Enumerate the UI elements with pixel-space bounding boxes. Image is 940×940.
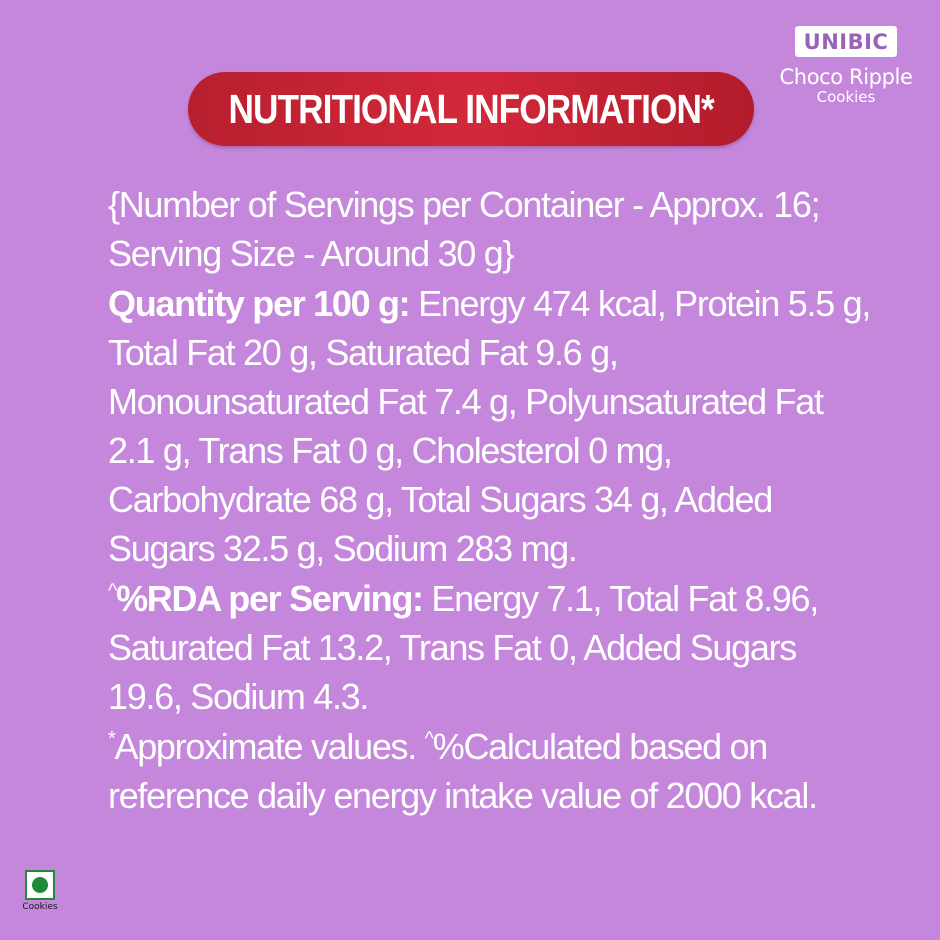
product-name: Choco Ripple — [779, 65, 913, 89]
quantity-line-2: Total Fat 20 g, Saturated Fat 9.6 g, — [108, 332, 619, 373]
rda-label: %RDA per Serving: — [116, 578, 424, 619]
rda-info: ^%RDA per Serving: Energy 7.1, Total Fat… — [108, 574, 908, 721]
product-subtitle: Cookies — [816, 88, 876, 106]
brand-logo: UNIBIC Choco Ripple Cookies — [770, 26, 922, 105]
rda-line-1: Energy 7.1, Total Fat 8.96, — [422, 578, 819, 619]
rda-line-3: 19.6, Sodium 4.3. — [108, 676, 369, 717]
rda-caret: ^ — [108, 580, 117, 602]
veg-dot — [32, 877, 48, 893]
footnote-caret: ^ — [424, 728, 434, 750]
servings-info: {Number of Servings per Container - Appr… — [108, 180, 908, 278]
quantity-line-6: Sugars 32.5 g, Sodium 283 mg. — [108, 528, 578, 569]
title-banner: NUTRITIONAL INFORMATION* — [188, 72, 754, 146]
page-title: NUTRITIONAL INFORMATION* — [228, 85, 714, 132]
servings-line-1: {Number of Servings per Container - Appr… — [108, 184, 821, 225]
footnote-star: * — [108, 728, 116, 750]
brand-name: UNIBIC — [794, 26, 898, 57]
rda-line-2: Saturated Fat 13.2, Trans Fat 0, Added S… — [108, 627, 797, 668]
quantity-label: Quantity per 100 g: — [108, 283, 411, 324]
footnote-line-2: reference daily energy intake value of 2… — [108, 775, 818, 816]
veg-label: Cookies — [22, 902, 58, 912]
veg-symbol-icon — [25, 870, 55, 900]
quantity-line-1: Energy 474 kcal, Protein 5.5 g, — [409, 283, 871, 324]
nutrition-text: {Number of Servings per Container - Appr… — [108, 180, 908, 820]
quantity-info: Quantity per 100 g: Energy 474 kcal, Pro… — [108, 279, 908, 573]
footnote-part-1: Approximate values. — [114, 726, 425, 767]
footnote: *Approximate values. ^%Calculated based … — [108, 722, 908, 820]
quantity-line-4: 2.1 g, Trans Fat 0 g, Cholesterol 0 mg, — [108, 430, 673, 471]
footnote-part-2: %Calculated based on — [432, 726, 769, 767]
quantity-line-3: Monounsaturated Fat 7.4 g, Polyunsaturat… — [108, 381, 824, 422]
veg-mark: Cookies — [22, 870, 58, 912]
servings-line-2: Serving Size - Around 30 g} — [108, 233, 514, 274]
quantity-line-5: Carbohydrate 68 g, Total Sugars 34 g, Ad… — [108, 479, 773, 520]
